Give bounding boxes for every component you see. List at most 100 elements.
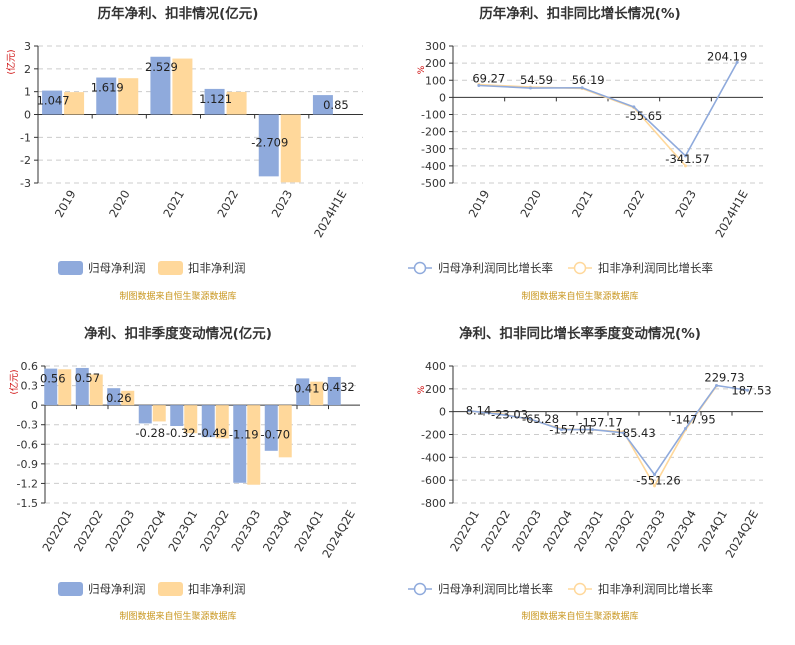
bar-deducted-profit (89, 374, 103, 406)
y-tick-label: 400 (425, 360, 446, 373)
bar-deducted-profit (118, 78, 139, 115)
x-tick-label: 2023Q3 (228, 508, 263, 555)
legend-item[interactable]: 归母净利润同比增长率 (408, 261, 553, 275)
legend[interactable]: 归母净利润 扣非净利润 (58, 582, 246, 596)
bar-deducted-profit (215, 405, 229, 439)
line-point (632, 105, 636, 109)
bar-deducted-profit (121, 390, 135, 406)
y-tick-label: -200 (421, 126, 446, 139)
bar-deducted-profit (247, 405, 261, 485)
legend-item[interactable]: 归母净利润同比增长率 (408, 582, 553, 596)
source-note: 制图数据来自恒生聚源数据库 (119, 610, 236, 622)
y-tick-label: -3 (20, 177, 31, 190)
line-point (529, 417, 532, 421)
bar-data-label: 1.121 (199, 92, 232, 106)
line-point (591, 428, 594, 432)
y-tick-label: -400 (421, 451, 446, 464)
line-point (653, 484, 656, 488)
y-tick-label: -1 (20, 131, 31, 144)
bar-deducted-profit (280, 114, 301, 183)
legend-marker (413, 261, 427, 275)
line-point (467, 409, 470, 413)
y-tick-label: -1.5 (17, 497, 38, 510)
bar-net-profit (42, 90, 63, 115)
legend[interactable]: 归母净利润同比增长率 扣非净利润同比增长率 (408, 261, 713, 275)
y-tick-label: -2 (20, 154, 31, 167)
bar-data-label: 0.56 (40, 372, 66, 386)
legend-label: 归母净利润同比增长率 (438, 582, 553, 596)
line-data-label: -55.65 (625, 109, 662, 123)
x-tick-label: 2019 (52, 188, 79, 220)
x-tick-label: 2023Q4 (260, 508, 295, 555)
bar-data-label: -1.19 (229, 428, 259, 442)
legend[interactable]: 归母净利润 扣非净利润 (58, 261, 246, 275)
line-data-label: -341.57 (665, 152, 709, 166)
y-unit-label: % (417, 385, 427, 394)
line-data-label: 8.14 (466, 404, 492, 418)
y-tick-label: -0.9 (17, 458, 38, 471)
legend-label: 扣非净利润同比增长率 (598, 261, 713, 275)
legend-item[interactable]: 归母净利润 (58, 582, 146, 596)
x-tick-label: 2019 (466, 188, 493, 220)
bar-net-profit (170, 405, 184, 427)
legend-item[interactable]: 扣非净利润 (158, 582, 246, 596)
line-point (735, 60, 739, 64)
legend-label: 归母净利润 (88, 261, 146, 275)
line-data-label: -551.26 (636, 474, 680, 488)
legend-swatch (58, 261, 83, 275)
bar-deducted-profit (184, 405, 198, 434)
y-tick-label: 0 (439, 91, 446, 104)
x-tick-label: 2022Q3 (509, 508, 544, 555)
bar-data-label: -0.32 (166, 426, 196, 440)
chart-title: 历年净利、扣非同比增长情况(%) (479, 5, 680, 22)
line-data-label: -157.17 (578, 416, 622, 430)
y-tick-label: 200 (425, 383, 446, 396)
bar-net-profit (264, 405, 278, 451)
y-tick-label: -200 (421, 429, 446, 442)
line-data-label: 229.73 (704, 370, 744, 384)
bar-data-label: 1.047 (37, 94, 70, 108)
legend-label: 扣非净利润 (188, 582, 246, 596)
x-tick-label: 2024Q1 (695, 508, 730, 555)
legend-marker (573, 582, 587, 596)
line-point (684, 154, 687, 158)
x-tick-label: 2023Q2 (197, 508, 232, 555)
legend-item[interactable]: 扣非净利润同比增长率 (568, 582, 713, 596)
chart-title: 净利、扣非季度变动情况(亿元) (84, 325, 272, 342)
line-net-profit-growth (478, 62, 738, 158)
x-tick-label: 2022Q3 (102, 508, 137, 555)
bar-net-profit (96, 77, 117, 115)
line-data-label: 54.59 (520, 73, 553, 87)
bar-data-label: 0.432 (322, 380, 355, 394)
line-point (622, 431, 625, 435)
x-tick-label: 2022Q4 (540, 508, 575, 555)
bar-deducted-profit (58, 369, 72, 406)
chart-quarterly-profit: 净利、扣非季度变动情况(亿元) (亿元) -1.5 -1.2 -0.9 -0.6 -0.3 0… (8, 325, 360, 622)
y-tick-label: 0.3 (21, 380, 39, 393)
bar-net-profit (201, 405, 215, 438)
line-deducted-profit-growth (478, 83, 687, 167)
line-data-label: 69.27 (472, 72, 505, 86)
bar-deducted-profit (310, 381, 324, 406)
bar-net-profit (75, 367, 89, 406)
x-tick-label: 2022 (621, 188, 648, 220)
x-tick-label: 2023Q2 (602, 508, 637, 555)
legend-item[interactable]: 归母净利润 (58, 261, 146, 275)
y-tick-label: -800 (421, 497, 446, 510)
bar-net-profit (233, 405, 247, 483)
line-data-label: 56.19 (572, 73, 605, 87)
bar-data-label: -0.49 (197, 426, 227, 440)
line-point (477, 84, 481, 88)
x-tick-label: 2022Q2 (478, 508, 513, 555)
y-tick-label: 2 (24, 63, 31, 76)
legend-item[interactable]: 扣非净利润同比增长率 (568, 261, 713, 275)
legend[interactable]: 归母净利润同比增长率 扣非净利润同比增长率 (408, 582, 713, 596)
x-tick-label: 2023Q4 (664, 508, 699, 555)
x-tick-label: 2020 (517, 188, 544, 220)
bar-net-profit (296, 378, 310, 406)
legend-item[interactable]: 扣非净利润 (158, 261, 246, 275)
bar-net-profit (150, 56, 171, 115)
x-tick-label: 2022Q1 (447, 508, 482, 555)
x-tick-label: 2024Q1 (291, 508, 326, 555)
